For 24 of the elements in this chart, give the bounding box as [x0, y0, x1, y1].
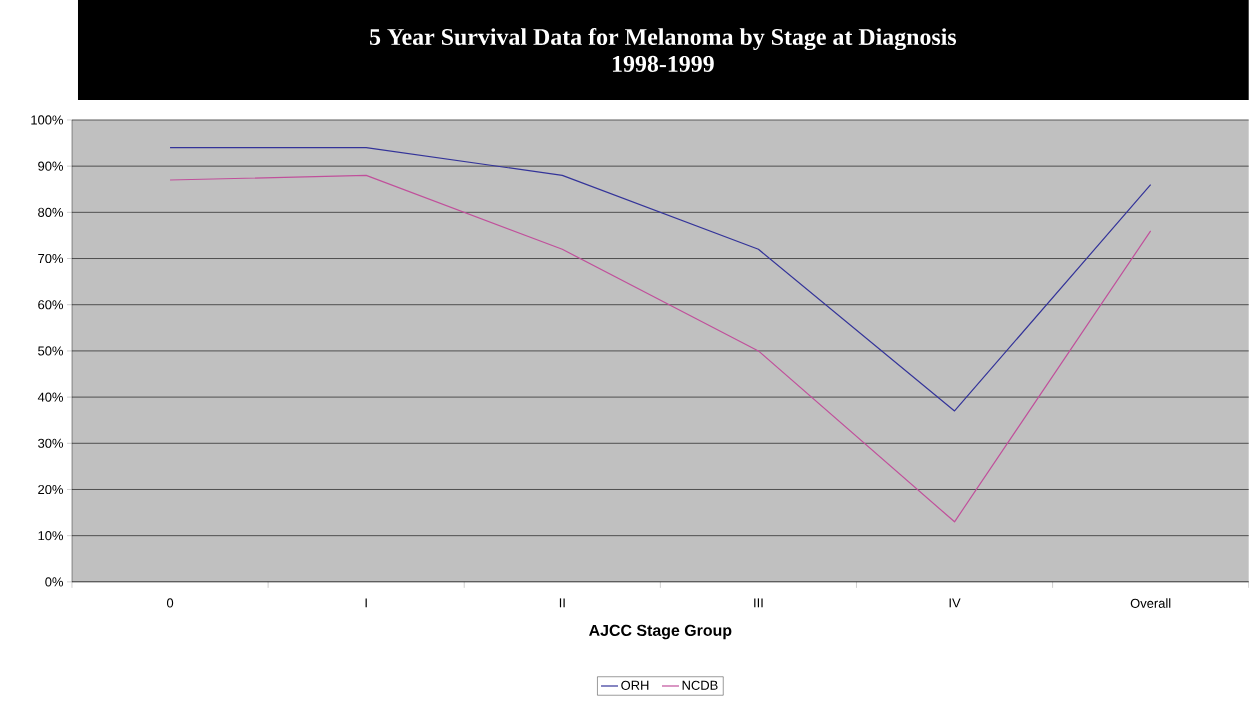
y-tick-label: 80% [38, 207, 64, 217]
y-tick-label: 90% [38, 161, 64, 171]
x-tick-label: II [559, 598, 565, 608]
chart-subtitle: 1998-1999 [612, 55, 714, 73]
x-axis-title: AJCC Stage Group [589, 624, 732, 640]
x-tick-label: IV [949, 598, 961, 608]
y-tick-label: 50% [38, 346, 64, 356]
line-series [169, 174, 1152, 523]
line-series [169, 147, 1152, 412]
legend-label: ORH [621, 680, 649, 690]
x-tick-label: I [365, 598, 367, 608]
y-tick-label: 20% [38, 484, 64, 495]
y-tick-label: 60% [38, 300, 64, 310]
x-tick-label: III [754, 598, 763, 608]
y-tick-label: 10% [38, 531, 64, 541]
x-tick-label: 0 [166, 598, 174, 608]
y-tick-label: 70% [38, 254, 64, 264]
y-tick-label: 0% [45, 577, 64, 587]
chart-title: 5 Year Survival Data for Melanoma by Stage at Diagnosis [369, 28, 957, 51]
y-tick-label: 40% [37, 392, 64, 402]
x-tick-label: Overall [1130, 598, 1171, 608]
legend-label: NCDB [682, 680, 718, 690]
y-tick-label: 30% [38, 438, 64, 448]
y-tick-label: 100% [31, 115, 64, 125]
